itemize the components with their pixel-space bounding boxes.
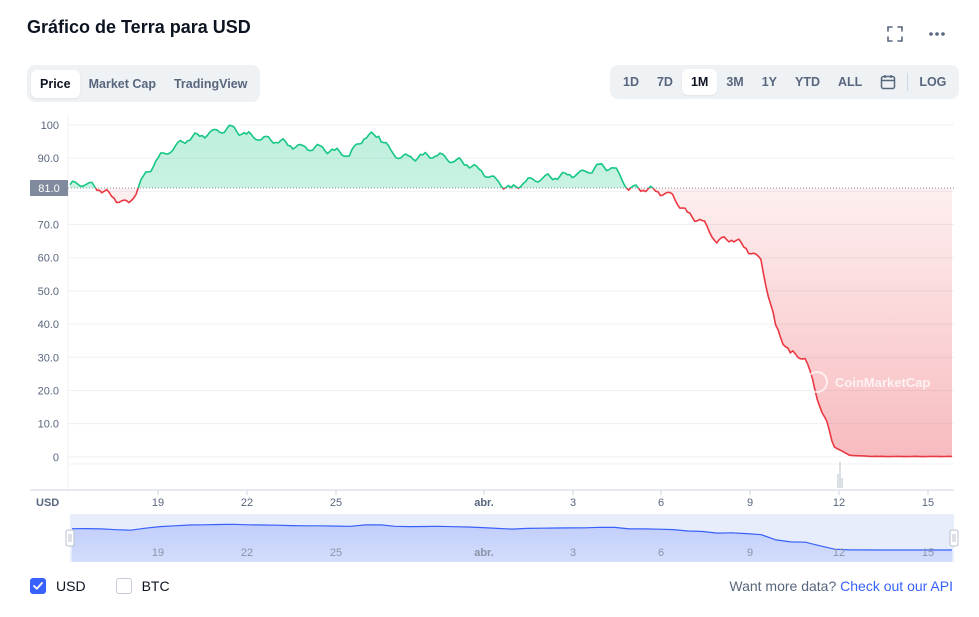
y-tick-label: 90.0 xyxy=(38,153,59,165)
navigator-tick-label: 22 xyxy=(241,547,253,559)
tab-log-scale[interactable]: LOG xyxy=(919,75,947,89)
x-tick-label: 9 xyxy=(747,497,753,509)
price-line-down xyxy=(94,188,953,458)
x-tick-label: 3 xyxy=(570,497,576,509)
navigator-tick-label: 19 xyxy=(152,547,164,559)
navigator-handle-left[interactable] xyxy=(65,529,75,547)
tab-range-all[interactable]: ALL xyxy=(838,75,863,89)
page-title: Gráfico de Terra para USD xyxy=(27,17,251,37)
fullscreen-icon[interactable] xyxy=(885,24,905,44)
reference-badge xyxy=(30,180,68,197)
tab-price[interactable]: Price xyxy=(31,69,80,98)
x-tick-label: 25 xyxy=(330,497,342,509)
price-area-down xyxy=(95,188,952,457)
tab-range-7d[interactable]: 7D xyxy=(656,75,673,89)
price-area-up xyxy=(70,125,952,189)
chart-actions xyxy=(885,24,947,44)
x-tick-label: 12 xyxy=(833,497,845,509)
navigator-handle-right[interactable] xyxy=(949,529,959,547)
tab-range-1d[interactable]: 1D xyxy=(623,75,639,89)
tab-market-cap[interactable]: Market Cap xyxy=(88,76,156,91)
navigator-area xyxy=(72,524,952,562)
navigator-tick-label: 9 xyxy=(747,547,753,559)
navigator-tick-label: 6 xyxy=(658,547,664,559)
btc-label: BTC xyxy=(141,578,170,594)
y-tick-label: 40.0 xyxy=(38,319,59,331)
x-tick-label: abr. xyxy=(474,497,494,509)
usd-label: USD xyxy=(56,578,86,594)
y-tick-label: 50.0 xyxy=(38,286,59,298)
x-tick-label: 15 xyxy=(922,497,934,509)
api-prompt-text: Want more data? xyxy=(729,578,837,594)
navigator-tick-label: 15 xyxy=(922,547,934,559)
reference-label: 81.0 xyxy=(38,183,59,195)
x-tick-label: 22 xyxy=(241,497,253,509)
x-tick-label: 6 xyxy=(658,497,664,509)
navigator-tick-label: 25 xyxy=(330,547,342,559)
y-tick-label: 100 xyxy=(41,120,59,132)
chart-type-tabs: Price Market Cap TradingView xyxy=(27,65,261,102)
tab-range-3m[interactable]: 3M xyxy=(726,75,744,89)
y-tick-label: 20.0 xyxy=(38,385,59,397)
tab-range-ytd[interactable]: YTD xyxy=(795,75,821,89)
navigator-tick-label: abr. xyxy=(474,547,494,559)
y-tick-label: 30.0 xyxy=(38,352,59,364)
watermark-logo xyxy=(806,371,828,393)
more-horizontal-icon[interactable] xyxy=(927,24,947,44)
y-tick-label: 60.0 xyxy=(38,253,59,265)
x-tick-label: 19 xyxy=(152,497,164,509)
api-link[interactable]: Check out our API xyxy=(840,578,953,594)
tab-range-1y[interactable]: 1Y xyxy=(761,75,778,89)
navigator-line xyxy=(71,523,952,551)
y-unit-label: USD xyxy=(36,497,59,509)
navigator-tick-label: 12 xyxy=(833,547,845,559)
watermark-text: CoinMarketCap xyxy=(835,375,930,390)
tab-range-1m[interactable]: 1M xyxy=(681,69,718,95)
currency-legend: USD BTC xyxy=(30,578,190,594)
api-prompt: Want more data? Check out our API xyxy=(729,578,953,594)
range-tabs: 1D 7D 1M 3M 1Y YTD ALL LOG xyxy=(610,65,960,99)
tab-tradingview[interactable]: TradingView xyxy=(173,76,248,91)
y-tick-label: 10.0 xyxy=(38,419,59,431)
navigator-tick-label: 3 xyxy=(570,547,576,559)
btc-checkbox[interactable] xyxy=(115,578,132,594)
usd-checkbox[interactable] xyxy=(30,578,46,594)
price-line-up xyxy=(69,124,654,189)
calendar-icon[interactable] xyxy=(871,69,905,95)
price-chart[interactable]: 10090.080.070.060.050.040.030.020.010.00… xyxy=(0,110,979,570)
range-divider xyxy=(907,73,909,91)
y-tick-label: 0 xyxy=(53,452,59,464)
y-tick-label: 70.0 xyxy=(38,220,59,232)
